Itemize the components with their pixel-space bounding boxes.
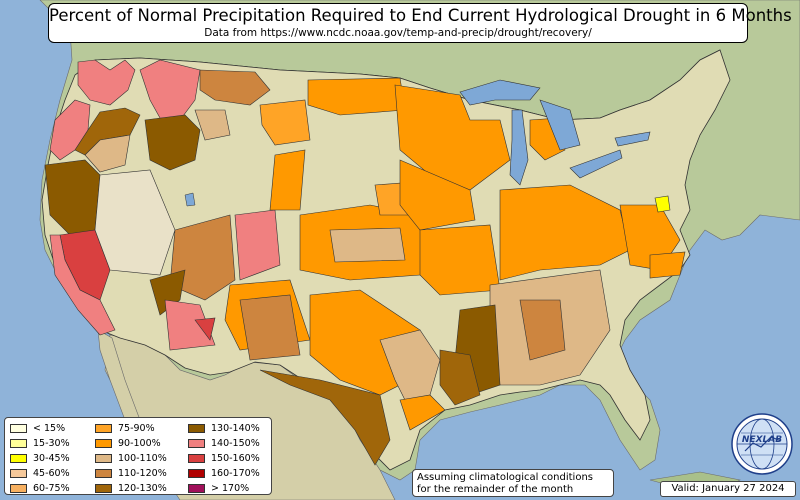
lake-michigan xyxy=(509,109,529,186)
legend-swatch xyxy=(10,469,27,478)
region-az-dark xyxy=(149,269,186,316)
region-nd-orange xyxy=(307,77,406,116)
map-title: Percent of Normal Precipitation Required… xyxy=(49,6,792,25)
legend-label: 60-75% xyxy=(33,483,70,494)
region-mn-wi-orange xyxy=(394,84,511,191)
region-nc-orange xyxy=(649,251,686,279)
legend-label: 100-110% xyxy=(118,453,167,464)
lake-erie xyxy=(569,149,623,179)
legend-swatch xyxy=(188,439,205,448)
region-delmarva xyxy=(654,195,671,213)
legend-label: 110-120% xyxy=(118,468,167,479)
legend-label: > 170% xyxy=(211,483,250,494)
legend-item: < 15% xyxy=(10,421,70,436)
legend-swatch xyxy=(95,454,112,463)
legend-column-1: < 15% 15-30% 30-45% 45-60% 60-75% xyxy=(10,421,70,496)
legend-label: 130-140% xyxy=(211,423,260,434)
legend-swatch xyxy=(188,454,205,463)
assumption-note: Assuming climatological conditions for t… xyxy=(412,469,614,497)
legend-item: 140-150% xyxy=(188,436,260,451)
region-az-salmon xyxy=(164,299,216,351)
legend-swatch xyxy=(95,424,112,433)
legend-swatch xyxy=(95,484,112,493)
legend: < 15% 15-30% 30-45% 45-60% 60-75% 75-90%… xyxy=(4,417,272,495)
lake-superior xyxy=(459,79,541,106)
legend-label: 150-160% xyxy=(211,453,260,464)
legend-item: 150-160% xyxy=(188,451,260,466)
legend-swatch xyxy=(10,424,27,433)
region-mo-orange xyxy=(419,224,501,296)
region-id-salmon xyxy=(139,59,201,121)
region-mt-brown xyxy=(199,69,271,106)
region-oh-valley-orange xyxy=(499,184,631,281)
legend-label: 15-30% xyxy=(33,438,70,449)
region-mt-tan xyxy=(194,109,231,141)
title-box: Percent of Normal Precipitation Required… xyxy=(48,3,792,43)
region-az-red xyxy=(194,317,216,341)
legend-swatch xyxy=(10,484,27,493)
legend-label: 140-150% xyxy=(211,438,260,449)
legend-item: 110-120% xyxy=(95,466,167,481)
region-wy-orange xyxy=(269,149,306,211)
legend-item: 100-110% xyxy=(95,451,167,466)
legend-item: 30-45% xyxy=(10,451,70,466)
legend-item: 45-60% xyxy=(10,466,70,481)
legend-swatch xyxy=(188,424,205,433)
region-tx-gulf xyxy=(399,394,446,431)
legend-label: < 15% xyxy=(33,423,66,434)
legend-column-2: 75-90% 90-100% 100-110% 110-120% 120-130… xyxy=(95,421,167,496)
legend-label: 90-100% xyxy=(118,438,161,449)
region-mt-orange xyxy=(259,99,311,146)
map-subtitle: Data from https://www.ncdc.noaa.gov/temp… xyxy=(204,27,592,39)
legend-swatch xyxy=(10,454,27,463)
region-or-tan xyxy=(84,134,131,173)
legend-swatch xyxy=(95,439,112,448)
region-nm-brown xyxy=(239,294,301,361)
note-line-2: for the remainder of the month xyxy=(417,484,574,495)
legend-item: 90-100% xyxy=(95,436,167,451)
logo-text: NEXLAB xyxy=(742,435,782,445)
region-la-brown xyxy=(439,349,481,406)
legend-label: 45-60% xyxy=(33,468,70,479)
legend-swatch xyxy=(95,469,112,478)
legend-item: 160-170% xyxy=(188,466,260,481)
region-ia-orange xyxy=(399,159,476,231)
region-wa-coast xyxy=(77,59,136,106)
legend-swatch xyxy=(188,469,205,478)
legend-item: 15-30% xyxy=(10,436,70,451)
legend-swatch xyxy=(188,484,205,493)
legend-item: 60-75% xyxy=(10,481,70,496)
great-salt-lake xyxy=(184,192,196,207)
legend-label: 120-130% xyxy=(118,483,167,494)
legend-item: 75-90% xyxy=(95,421,167,436)
region-co-salmon xyxy=(234,209,281,281)
region-ca-salmon xyxy=(49,234,116,336)
legend-label: 160-170% xyxy=(211,468,260,479)
legend-swatch xyxy=(10,439,27,448)
legend-item: 130-140% xyxy=(188,421,260,436)
legend-column-3: 130-140% 140-150% 150-160% 160-170% > 17… xyxy=(188,421,260,496)
lake-ontario xyxy=(614,131,651,147)
region-nv xyxy=(94,169,176,276)
legend-label: 75-90% xyxy=(118,423,155,434)
legend-label: 30-45% xyxy=(33,453,70,464)
region-ne-tan xyxy=(329,227,406,263)
valid-date: Valid: January 27 2024 xyxy=(660,481,796,497)
nexlab-globe-logo: NEXLAB xyxy=(731,413,793,475)
region-tx-brown xyxy=(259,369,391,466)
lake-huron xyxy=(539,99,581,151)
region-al-brown xyxy=(519,299,566,361)
legend-item: 120-130% xyxy=(95,481,167,496)
note-line-1: Assuming climatological conditions xyxy=(417,472,593,483)
legend-item: > 170% xyxy=(188,481,260,496)
region-id-brown xyxy=(144,114,201,171)
